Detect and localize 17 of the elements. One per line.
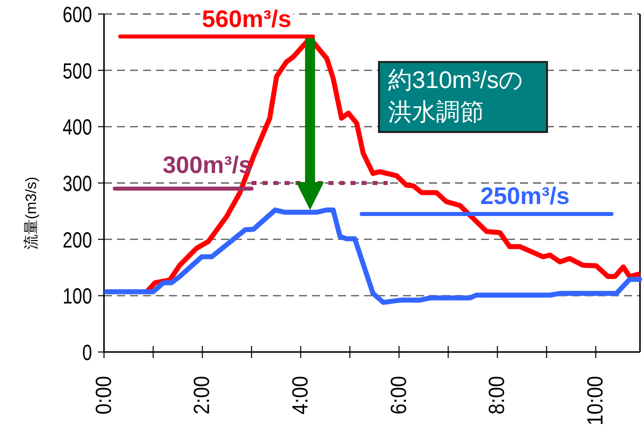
x-tick-label: 8:00 — [485, 376, 510, 415]
annotation: 560m³/s — [200, 6, 294, 33]
x-tick-label: 0:00 — [92, 376, 116, 415]
y-tick-label: 600 — [62, 3, 92, 28]
y-tick-label: 500 — [62, 60, 92, 84]
annotation: 250m³/s — [480, 182, 570, 210]
y-tick-label: 300 — [62, 172, 92, 197]
x-tick-label: 2:00 — [190, 376, 214, 415]
y-tick-label: 200 — [62, 228, 92, 253]
x-tick-label: 6:00 — [386, 376, 412, 415]
y-tick-label: 400 — [62, 116, 92, 140]
y-tick-label: 100 — [62, 284, 92, 310]
y-axis-title: 流量(m3/s) — [23, 176, 40, 250]
x-tick-label: 4:00 — [288, 376, 313, 415]
annotation: 約310m³/sの洪水調節 — [378, 61, 548, 133]
x-tick-label: 10:00 — [584, 376, 608, 426]
y-tick-label: 0 — [82, 341, 92, 366]
